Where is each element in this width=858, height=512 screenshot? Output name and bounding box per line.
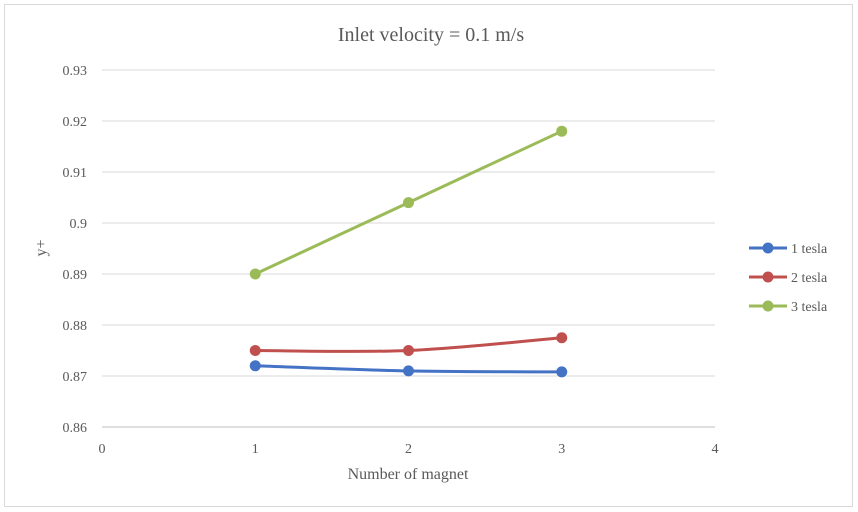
- chart-frame: [4, 4, 853, 507]
- x-tick-label: 2: [405, 442, 412, 457]
- x-tick-label: 4: [712, 442, 719, 457]
- data-point: [403, 365, 414, 377]
- legend-item: 1 tesla: [749, 242, 828, 257]
- y-tick-label: 0.89: [63, 268, 88, 283]
- y-tick-label: 0.92: [63, 115, 88, 130]
- y-tick-label: 0.87: [63, 370, 88, 385]
- x-axis-title: Number of magnet: [348, 466, 469, 483]
- chart-title: Inlet velocity = 0.1 m/s: [338, 24, 524, 46]
- legend-item: 3 tesla: [749, 300, 828, 315]
- data-point: [249, 268, 261, 280]
- y-tick-label: 0.88: [63, 319, 88, 334]
- gridlines: [102, 69, 715, 377]
- data-point: [556, 366, 568, 378]
- legend-item: 2 tesla: [749, 271, 828, 286]
- legend-marker: [762, 271, 774, 283]
- data-point: [403, 345, 414, 356]
- y-axis-title: y+: [33, 239, 50, 256]
- legend-marker: [762, 300, 774, 312]
- x-tick-label: 1: [252, 442, 259, 457]
- series-group: [249, 125, 568, 378]
- legend: 1 tesla 2 tesla 3 tesla: [749, 242, 828, 315]
- y-tick-label: 0.9: [70, 217, 88, 232]
- y-tick-label: 0.86: [63, 421, 88, 436]
- data-point: [403, 197, 414, 209]
- y-tick-label: 0.93: [63, 64, 88, 79]
- legend-marker: [762, 242, 774, 254]
- y-tick-label: 0.91: [63, 166, 88, 181]
- legend-label: 1 tesla: [791, 242, 828, 257]
- series-1: [249, 360, 568, 378]
- data-point: [249, 360, 261, 372]
- x-tick-label: 0: [99, 442, 106, 457]
- y-axis-ticks: 0.86 0.87 0.88 0.89 0.9 0.91 0.92 0.93: [63, 64, 88, 436]
- data-point: [556, 332, 568, 344]
- series-3: [249, 125, 568, 280]
- legend-label: 2 tesla: [791, 271, 828, 286]
- x-axis-ticks: 0 1 2 3 4: [99, 442, 719, 457]
- series-2: [249, 332, 568, 356]
- legend-label: 3 tesla: [791, 300, 828, 315]
- data-point: [556, 125, 568, 137]
- data-point: [249, 345, 261, 356]
- x-tick-label: 3: [558, 442, 565, 457]
